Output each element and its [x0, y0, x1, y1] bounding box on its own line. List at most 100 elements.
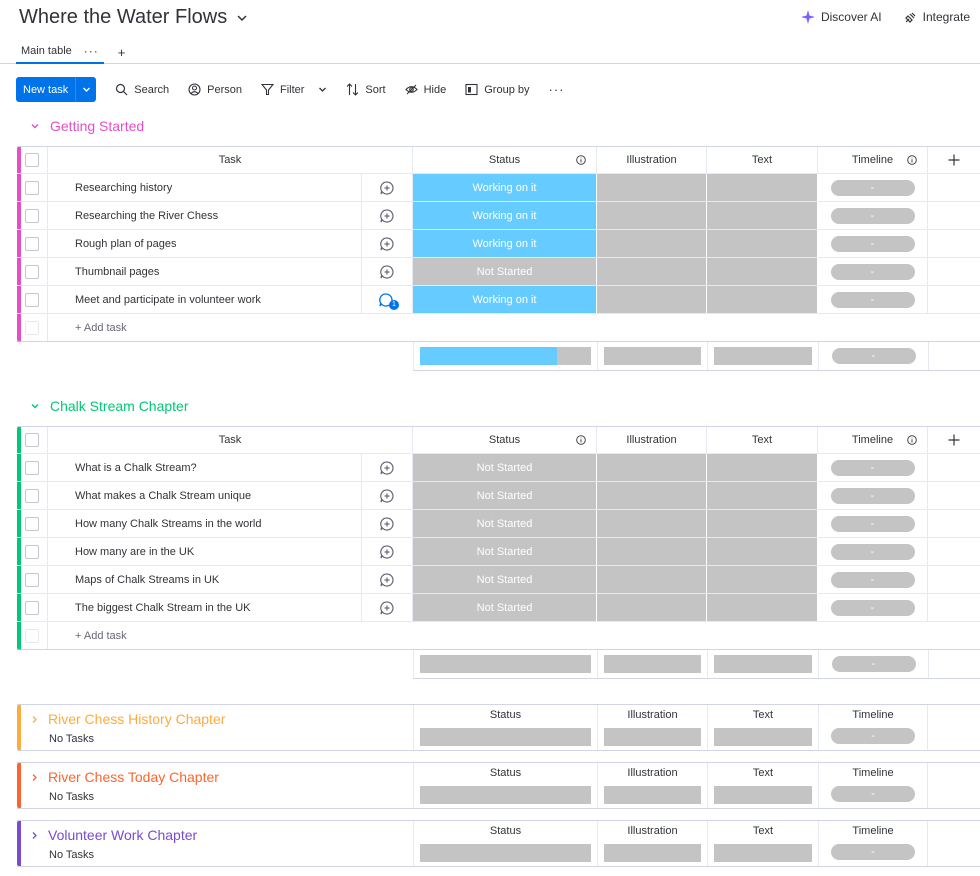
timeline-pill[interactable]: -: [830, 263, 915, 280]
column-header-text[interactable]: Text: [752, 767, 774, 779]
info-icon[interactable]: [576, 155, 586, 165]
person-button[interactable]: Person: [188, 83, 242, 96]
timeline-pill[interactable]: -: [830, 291, 915, 308]
timeline-cell[interactable]: -: [818, 454, 928, 481]
group-title[interactable]: Getting Started: [30, 118, 144, 134]
add-update-icon[interactable]: [379, 572, 395, 588]
updates-cell[interactable]: [362, 566, 413, 593]
timeline-pill[interactable]: -: [830, 207, 915, 224]
row-checkbox-cell[interactable]: [17, 202, 48, 229]
timeline-cell[interactable]: -: [818, 482, 928, 509]
column-header-illustration[interactable]: Illustration: [627, 767, 678, 779]
row-checkbox[interactable]: [25, 572, 39, 587]
status-cell[interactable]: Not Started: [413, 482, 597, 509]
filter-button[interactable]: Filter: [260, 83, 327, 96]
board-title[interactable]: Where the Water Flows: [19, 6, 249, 29]
collapsed-group[interactable]: Volunteer Work Chapter No Tasks Status Illu…: [17, 820, 980, 867]
text-cell[interactable]: [707, 566, 818, 593]
task-name[interactable]: Maps of Chalk Streams in UK: [48, 566, 362, 593]
timeline-cell[interactable]: -: [818, 510, 928, 537]
row-checkbox-cell[interactable]: [17, 538, 48, 565]
info-icon[interactable]: [576, 435, 586, 445]
text-summary[interactable]: [708, 342, 819, 370]
column-header-illustration[interactable]: Illustration: [627, 709, 678, 721]
chevron-right-icon[interactable]: [30, 715, 39, 724]
add-update-icon[interactable]: [379, 600, 395, 616]
status-cell[interactable]: Not Started: [413, 510, 597, 537]
updates-cell[interactable]: [362, 594, 413, 621]
row-checkbox[interactable]: [25, 516, 39, 531]
row-checkbox-cell[interactable]: [17, 482, 48, 509]
column-header-timeline[interactable]: Timeline: [852, 767, 894, 779]
chevron-right-icon[interactable]: [30, 773, 39, 782]
add-column-button[interactable]: [928, 427, 980, 453]
updates-cell[interactable]: [362, 482, 413, 509]
add-view-icon[interactable]: +: [117, 44, 126, 60]
text-cell[interactable]: [707, 230, 818, 257]
new-task-dropdown-icon[interactable]: [76, 77, 96, 102]
status-cell[interactable]: Working on it: [413, 202, 597, 229]
updates-cell[interactable]: [362, 454, 413, 481]
chat-bubble-icon[interactable]: [378, 292, 394, 308]
collapsed-group[interactable]: River Chess History Chapter No Tasks Statu…: [17, 704, 980, 751]
updates-cell[interactable]: [362, 258, 413, 285]
status-cell[interactable]: Working on it: [413, 286, 597, 313]
text-cell[interactable]: [707, 286, 818, 313]
status-distribution-bar[interactable]: [420, 347, 591, 365]
column-header-timeline[interactable]: Timeline: [852, 709, 894, 721]
search-button[interactable]: Search: [115, 83, 169, 96]
column-header-timeline[interactable]: Timeline: [852, 825, 894, 837]
add-update-icon[interactable]: [379, 208, 395, 224]
row-checkbox[interactable]: [25, 488, 39, 503]
illustration-cell[interactable]: [597, 286, 707, 313]
timeline-pill[interactable]: -: [830, 571, 915, 588]
timeline-pill[interactable]: -: [830, 179, 915, 196]
row-checkbox-cell[interactable]: [17, 594, 48, 621]
timeline-pill[interactable]: -: [830, 487, 915, 504]
illustration-cell[interactable]: [597, 454, 707, 481]
illustration-cell[interactable]: [597, 258, 707, 285]
task-name[interactable]: Meet and participate in volunteer work: [48, 286, 362, 313]
column-header-text[interactable]: Text: [752, 709, 774, 721]
group-title[interactable]: Chalk Stream Chapter: [30, 398, 189, 414]
add-update-icon[interactable]: [379, 516, 395, 532]
chevron-down-icon[interactable]: [235, 11, 249, 25]
new-task-label[interactable]: New task: [16, 77, 77, 102]
status-cell[interactable]: Not Started: [413, 538, 597, 565]
text-cell[interactable]: [707, 454, 818, 481]
updates-cell[interactable]: [362, 538, 413, 565]
timeline-pill[interactable]: -: [831, 348, 916, 364]
column-header-task[interactable]: Task: [48, 427, 413, 453]
task-name[interactable]: How many are in the UK: [48, 538, 362, 565]
add-update-icon[interactable]: [379, 488, 395, 504]
add-update-icon[interactable]: [379, 180, 395, 196]
illustration-cell[interactable]: [597, 202, 707, 229]
row-checkbox-cell[interactable]: [17, 174, 48, 201]
text-cell[interactable]: [707, 202, 818, 229]
task-name[interactable]: Researching history: [48, 174, 362, 201]
column-header-timeline[interactable]: Timeline: [818, 427, 928, 453]
updates-cell[interactable]: [362, 230, 413, 257]
group-name[interactable]: Volunteer Work Chapter: [48, 827, 198, 843]
timeline-summary[interactable]: -: [819, 650, 929, 678]
updates-cell[interactable]: [362, 174, 413, 201]
select-all-checkbox[interactable]: [25, 433, 39, 447]
illustration-cell[interactable]: [597, 230, 707, 257]
task-name[interactable]: How many Chalk Streams in the world: [48, 510, 362, 537]
column-header-status[interactable]: Status: [489, 709, 522, 721]
more-actions-button[interactable]: ···: [548, 82, 565, 97]
text-summary-bar[interactable]: [714, 844, 812, 862]
group-by-button[interactable]: Group by: [465, 83, 529, 96]
status-summary[interactable]: [414, 650, 598, 678]
row-checkbox[interactable]: [25, 180, 39, 195]
add-update-icon[interactable]: [379, 544, 395, 560]
task-name[interactable]: Researching the River Chess: [48, 202, 362, 229]
row-checkbox[interactable]: [25, 600, 39, 615]
timeline-cell[interactable]: -: [818, 202, 928, 229]
column-header-status[interactable]: Status: [489, 767, 522, 779]
group-name[interactable]: River Chess Today Chapter: [48, 769, 219, 785]
select-all-checkbox[interactable]: [25, 153, 39, 167]
task-name[interactable]: The biggest Chalk Stream in the UK: [48, 594, 362, 621]
row-checkbox-cell[interactable]: [17, 566, 48, 593]
status-cell[interactable]: Working on it: [413, 174, 597, 201]
